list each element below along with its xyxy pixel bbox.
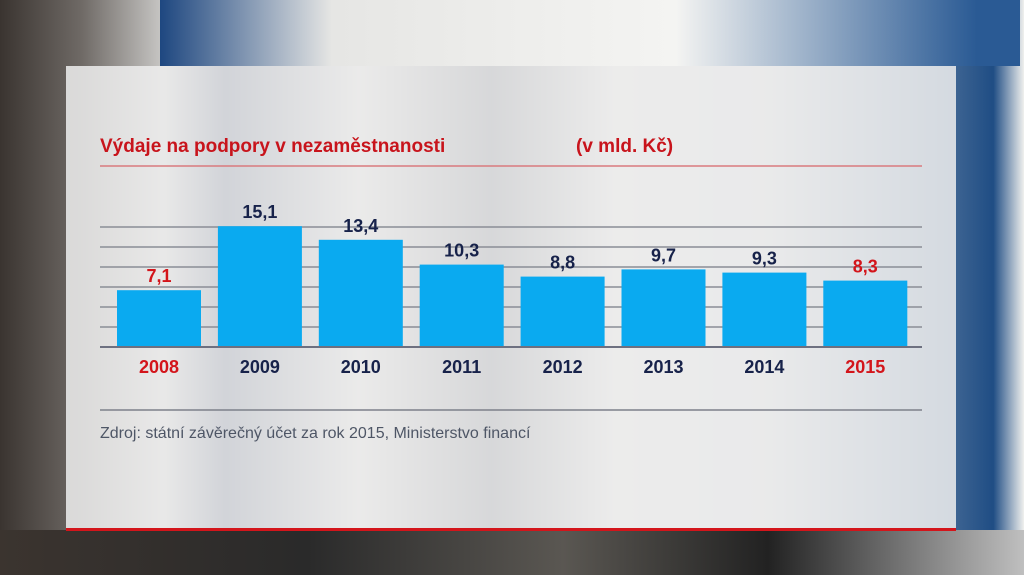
value-label: 15,1 (242, 202, 277, 222)
category-label: 2013 (643, 357, 683, 377)
value-label: 8,8 (550, 253, 575, 273)
value-label: 13,4 (343, 216, 378, 236)
chart-unit: (v mld. Kč) (576, 136, 674, 157)
category-label: 2009 (240, 357, 280, 377)
bar-2011 (419, 264, 504, 347)
background-photo-top (160, 0, 1020, 66)
category-label: 2010 (341, 357, 381, 377)
value-label: 7,1 (146, 266, 171, 286)
category-label: 2012 (543, 357, 583, 377)
chart-title: Výdaje na podpory v nezaměstnanosti (100, 136, 446, 157)
value-label: 8,3 (853, 257, 878, 277)
value-label: 10,3 (444, 241, 479, 261)
panel-bottom-accent (66, 528, 956, 531)
bar-2015 (823, 280, 908, 347)
background-photo-bottom (0, 530, 1024, 575)
chart-source: Zdroj: státní závěrečný účet za rok 2015… (100, 425, 531, 442)
value-label: 9,7 (651, 245, 676, 265)
bar-2009 (217, 226, 302, 347)
bar-2014 (722, 272, 807, 347)
chart-panel (66, 66, 956, 528)
value-label: 9,3 (752, 249, 777, 269)
category-label: 2014 (744, 357, 784, 377)
bar-2008 (117, 290, 201, 347)
category-label: 2015 (845, 357, 885, 377)
category-label: 2011 (442, 357, 481, 377)
bar-2010 (318, 239, 403, 347)
category-label: 2008 (139, 357, 179, 377)
bar-2013 (621, 269, 706, 347)
bar-2012 (520, 276, 605, 347)
